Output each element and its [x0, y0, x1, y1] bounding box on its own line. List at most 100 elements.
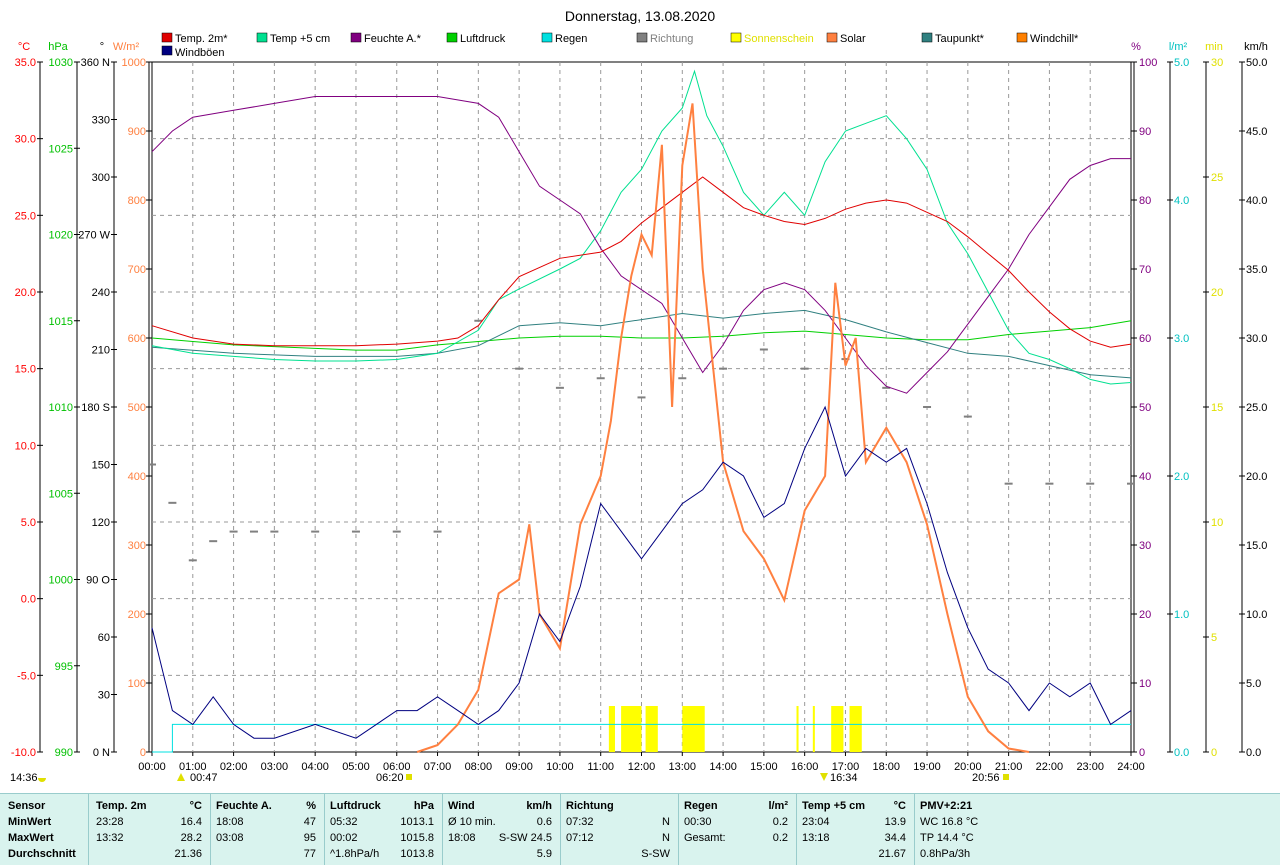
legend-swatch: [1016, 32, 1028, 43]
temp-axis-tick-label: 30.0: [15, 134, 36, 146]
marker-moonrise: 00:47: [190, 772, 218, 784]
press-min-value: 1013.1: [400, 816, 434, 828]
x-axis-tick-label: 00:00: [138, 761, 166, 773]
legend-swatch: [541, 32, 553, 43]
separator: [560, 794, 561, 865]
legend-label: Richtung: [650, 33, 693, 45]
humidity-axis-tick-label: 100: [1139, 57, 1157, 69]
temp-axis-tick-label: 10.0: [15, 440, 36, 452]
temp-axis-unit: °C: [18, 41, 30, 53]
dir-avg-value: S-SW: [641, 848, 670, 860]
sunshine-axis-unit: min: [1205, 41, 1223, 53]
wind-axis-tick-label: 15.0: [1246, 540, 1267, 552]
wind-axis-tick-label: 40.0: [1246, 195, 1267, 207]
t5-min-value: 13.9: [884, 816, 906, 828]
legend-label: Luftdruck: [460, 33, 506, 45]
legend-swatch: [161, 45, 173, 56]
header-sensor: Sensor: [8, 800, 46, 812]
dir-max-time: 07:12: [566, 832, 594, 844]
header-pressure-unit: hPa: [413, 800, 434, 812]
direction-axis-tick-label: 330: [92, 115, 110, 127]
humidity-axis-tick-label: 50: [1139, 402, 1151, 414]
humidity-axis-tick-label: 20: [1139, 609, 1151, 621]
header-pressure: Luftdruck: [330, 800, 381, 812]
press-max-value: 1015.8: [400, 832, 434, 844]
header-temp5-unit: °C: [893, 800, 906, 812]
wind-axis-tick-label: 10.0: [1246, 609, 1267, 621]
x-axis-tick-label: 06:00: [383, 761, 411, 773]
x-axis-tick-label: 14:00: [709, 761, 737, 773]
temp-max-value: 28.2: [180, 832, 202, 844]
solar-axis-unit: W/m²: [113, 41, 140, 53]
sunshine-bar: [682, 706, 705, 752]
rain-total-value: 0.2: [772, 832, 788, 844]
moonrise-icon: [177, 773, 185, 781]
legend-label: Windchill*: [1030, 33, 1079, 45]
temp-axis-tick-label: -5.0: [17, 670, 36, 682]
summary-humidity-col: Feuchte A.% 18:08 47 03:08 95 77: [216, 798, 320, 860]
dir-min-time: 07:32: [566, 816, 594, 828]
wind-axis-tick-label: 5.0: [1246, 678, 1261, 690]
legend-swatch: [826, 32, 838, 43]
sunshine-bar: [608, 706, 615, 752]
rain-axis-unit: l/m²: [1169, 41, 1188, 53]
series-line-windb-en: [151, 405, 1132, 739]
x-axis-tick-label: 15:00: [750, 761, 778, 773]
rain-axis-tick-label: 2.0: [1174, 471, 1189, 483]
header-rain-unit: l/m²: [768, 800, 788, 812]
x-axis-tick-label: 08:00: [465, 761, 493, 773]
marker-moonset: 16:34: [830, 772, 858, 784]
pressure-axis-tick-label: 1000: [49, 575, 73, 587]
series-line-temp-5-cm: [151, 69, 1132, 385]
wind-max-value: S-SW 24.5: [498, 832, 552, 844]
temp-axis-tick-label: 35.0: [15, 57, 36, 69]
pressure-axis-tick-label: 1030: [49, 57, 73, 69]
temp-avg-value: 21.36: [174, 848, 202, 860]
solar-axis-tick-label: 100: [128, 678, 146, 690]
wind-min-label: Ø 10 min.: [448, 816, 496, 828]
solar-axis-tick-label: 900: [128, 126, 146, 138]
temp-max-time: 13:32: [96, 832, 124, 844]
sunshine-bar: [849, 706, 862, 752]
rain-max-value: 0.2: [772, 816, 788, 828]
wind-avg-value: 5.9: [536, 848, 552, 860]
temp-min-value: 16.4: [180, 816, 202, 828]
header-humidity-unit: %: [306, 800, 316, 812]
direction-axis-tick-label: 30: [98, 690, 110, 702]
sunshine-bar: [621, 706, 642, 752]
humidity-axis-tick-label: 70: [1139, 264, 1151, 276]
summary-direction-col: Richtung 07:32 N 07:12 N S-SW: [566, 798, 674, 860]
header-humidity: Feuchte A.: [216, 800, 272, 812]
series-line-solar: [416, 103, 1030, 753]
axes: 35.0 30.0 25.0 20.0 15.0 10.0 5.0 0.0 -5.0 -10.0 °…: [11, 41, 1268, 773]
summary-panel: Sensor MinWert MaxWert Durchschnitt Temp…: [0, 793, 1280, 865]
solar-axis-tick-label: 0: [140, 747, 146, 759]
hum-max-time: 03:08: [216, 832, 244, 844]
sunshine-axis-tick-label: 0: [1211, 747, 1217, 759]
solar-axis-tick-label: 700: [128, 264, 146, 276]
solar-axis-tick-label: 600: [128, 333, 146, 345]
temp-axis-tick-label: -10.0: [11, 747, 36, 759]
pmv-pressure-trend: 0.8hPa/3h: [920, 848, 971, 860]
rain-total-label: Gesamt:: [684, 832, 726, 844]
dir-max-value: N: [662, 832, 670, 844]
header-temp5: Temp +5 cm: [802, 800, 866, 812]
direction-axis-tick-label: 360 N: [81, 57, 110, 69]
pressure-axis-tick-label: 1025: [49, 143, 73, 155]
wind-axis-tick-label: 50.0: [1246, 57, 1267, 69]
separator: [88, 794, 89, 865]
solar-axis-tick-label: 200: [128, 609, 146, 621]
time-markers: 14:36 00:47 06:20 16:34 20:56: [10, 772, 1009, 784]
x-axis-tick-label: 23:00: [1076, 761, 1104, 773]
rain-axis-tick-label: 5.0: [1174, 57, 1189, 69]
humidity-axis-tick-label: 80: [1139, 195, 1151, 207]
direction-axis-tick-label: 120: [92, 517, 110, 529]
humidity-axis-tick-label: 40: [1139, 471, 1151, 483]
sunshine-axis-tick-label: 5: [1211, 632, 1217, 644]
sunshine-bar: [831, 706, 844, 752]
pressure-axis-tick-label: 995: [55, 661, 73, 673]
separator: [210, 794, 211, 865]
sun-icon: [38, 778, 46, 782]
chart-title: Donnerstag, 13.08.2020: [565, 8, 715, 24]
rain-axis-tick-label: 0.0: [1174, 747, 1189, 759]
